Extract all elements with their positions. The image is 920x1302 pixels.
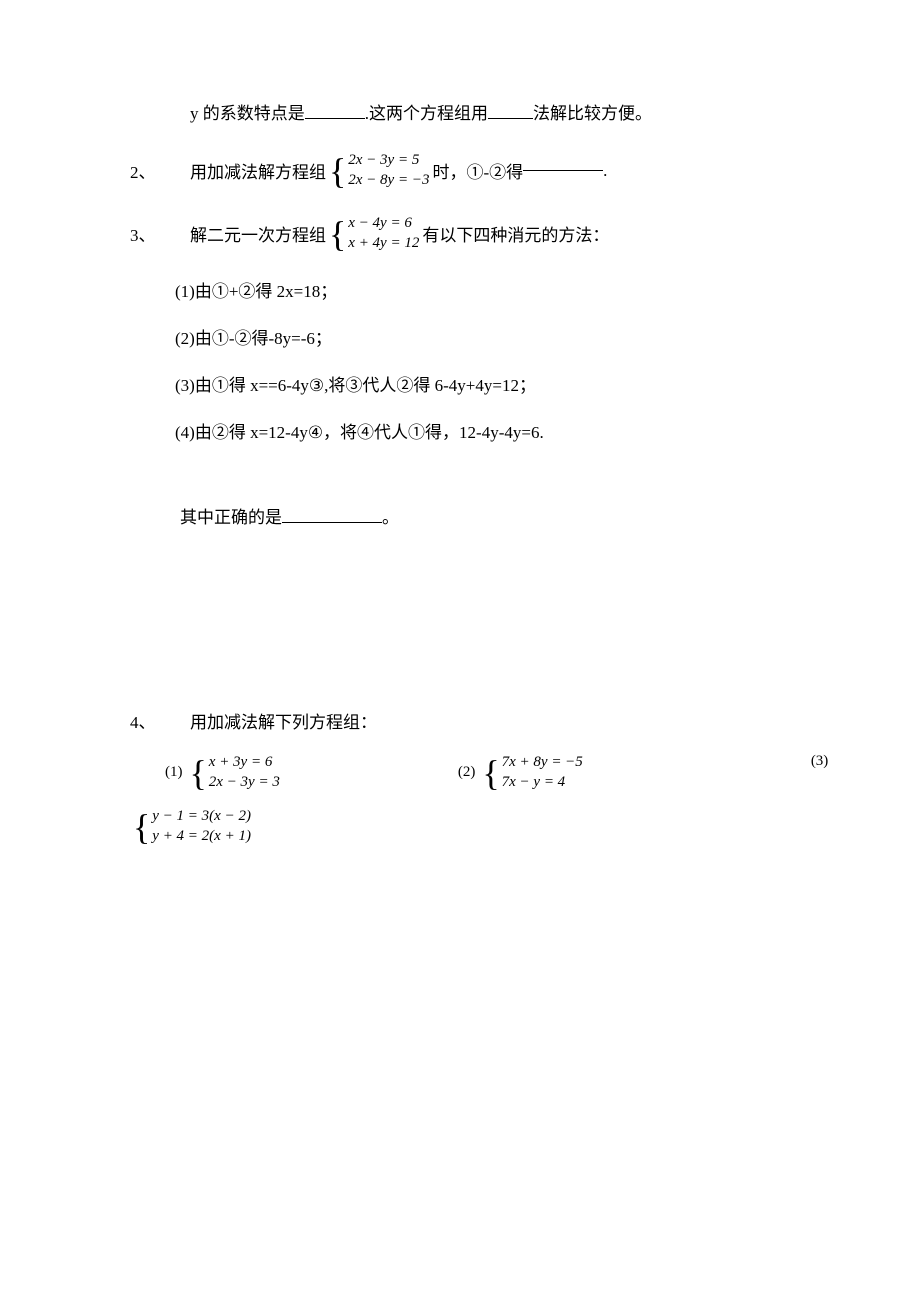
problem-4-num: 4、 (130, 708, 190, 733)
p2-after2: . (603, 161, 607, 181)
p4-eq2-system: { 7x + 8y = −5 7x − y = 4 (482, 753, 582, 792)
brace-icon: { (329, 216, 346, 252)
brace-icon: { (329, 153, 346, 189)
blank-4[interactable] (282, 522, 382, 523)
p3-eq-lines: x − 4y = 6 x + 4y = 12 (348, 214, 419, 253)
blank-3[interactable] (523, 170, 603, 171)
p4-eq1-lines: x + 3y = 6 2x − 3y = 3 (209, 753, 280, 792)
problem-2: 2、 用加减法解方程组 { 2x − 3y = 5 2x − 8y = −3 时… (130, 151, 790, 190)
p4-eq1-line2: 2x − 3y = 3 (209, 773, 280, 793)
p3-correct-line: 其中正确的是 。 (180, 503, 790, 528)
p4-eq1-label: (1) (165, 764, 183, 781)
brace-icon: { (190, 755, 207, 791)
problem-2-content: 用加减法解方程组 { 2x − 3y = 5 2x − 8y = −3 时，①-… (190, 151, 607, 190)
p4-eq2-lines: 7x + 8y = −5 7x − y = 4 (502, 753, 583, 792)
problem-3-content: 解二元一次方程组 { x − 4y = 6 x + 4y = 12 有以下四种消… (190, 214, 609, 253)
p3-before: 解二元一次方程组 (190, 221, 326, 246)
p4-eq1-system: { x + 3y = 6 2x − 3y = 3 (190, 753, 280, 792)
p3-sub4: (4)由②得 x=12-4y④，将④代人①得，12-4y-4y=6. (175, 418, 790, 443)
problem-3: 3、 解二元一次方程组 { x − 4y = 6 x + 4y = 12 有以下… (130, 214, 790, 253)
p2-eq-lines: 2x − 3y = 5 2x − 8y = −3 (348, 151, 429, 190)
problem-4-title: 用加减法解下列方程组： (190, 708, 377, 733)
p3-correct-after: 。 (382, 508, 399, 527)
p2-before: 用加减法解方程组 (190, 158, 326, 183)
problem-2-num: 2、 (130, 158, 190, 183)
blank-1[interactable] (305, 118, 365, 119)
text-suffix: 法解比较方便。 (533, 104, 652, 123)
p4-eq3-line2: y + 4 = 2(x + 1) (152, 827, 251, 847)
p3-sub1: (1)由①+②得 2x=18； (175, 277, 790, 302)
p4-eq3-label: (3) (811, 753, 829, 770)
p2-after1: 时，①-②得 (432, 158, 523, 183)
p3-correct-before: 其中正确的是 (180, 508, 282, 527)
p4-eq3-lines: y − 1 = 3(x − 2) y + 4 = 2(x + 1) (152, 807, 251, 846)
blank-2[interactable] (488, 118, 533, 119)
brace-icon: { (482, 755, 499, 791)
line-y-coefficient: y 的系数特点是 .这两个方程组用 法解比较方便。 (190, 100, 790, 127)
p3-after: 有以下四种消元的方法： (422, 221, 609, 246)
brace-icon: { (133, 809, 150, 845)
p4-eq1-block: (1) { x + 3y = 6 2x − 3y = 3 (165, 753, 283, 792)
p2-eq1: 2x − 3y = 5 (348, 151, 429, 171)
p2-equation-system: { 2x − 3y = 5 2x − 8y = −3 (329, 151, 429, 190)
p4-eq3-line1: y − 1 = 3(x − 2) (152, 807, 251, 827)
text-prefix: y 的系数特点是 (190, 104, 305, 123)
p4-eq2-line1: 7x + 8y = −5 (502, 753, 583, 773)
text-mid: .这两个方程组用 (365, 104, 488, 123)
p4-eq3-block: { y − 1 = 3(x − 2) y + 4 = 2(x + 1) (130, 807, 790, 846)
p3-eq1: x − 4y = 6 (348, 214, 419, 234)
p3-eq2: x + 4y = 12 (348, 234, 419, 254)
problem-4-title-row: 4、 用加减法解下列方程组： (130, 708, 790, 733)
p4-eq3-system: { y − 1 = 3(x − 2) y + 4 = 2(x + 1) (133, 807, 251, 846)
p4-eq2-label: (2) (458, 764, 476, 781)
p2-eq2: 2x − 8y = −3 (348, 171, 429, 191)
problem-3-num: 3、 (130, 221, 190, 246)
p4-eq2-block: (2) { 7x + 8y = −5 7x − y = 4 (458, 753, 586, 792)
problem-4-equations-row: (1) { x + 3y = 6 2x − 3y = 3 (2) { 7x + … (130, 753, 790, 792)
p4-eq1-line1: x + 3y = 6 (209, 753, 280, 773)
p3-equation-system: { x − 4y = 6 x + 4y = 12 (329, 214, 419, 253)
p4-eq2-line2: 7x − y = 4 (502, 773, 583, 793)
p3-sub3: (3)由①得 x==6-4y③,将③代人②得 6-4y+4y=12； (175, 371, 790, 396)
p3-sub2: (2)由①-②得-8y=-6； (175, 324, 790, 349)
